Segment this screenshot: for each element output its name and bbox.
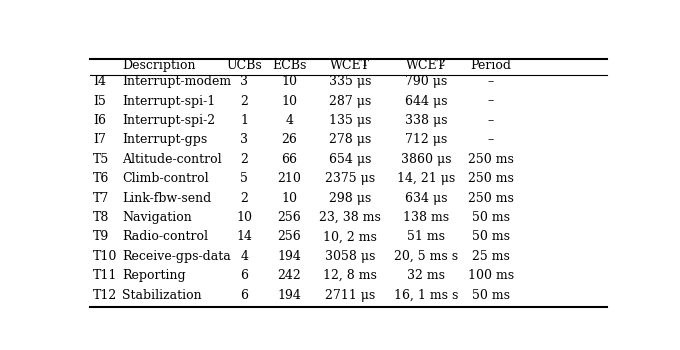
Text: I5: I5 — [93, 94, 106, 107]
Text: Navigation: Navigation — [122, 211, 192, 224]
Text: 287 μs: 287 μs — [328, 94, 371, 107]
Text: 50 ms: 50 ms — [472, 289, 510, 302]
Text: T9: T9 — [93, 230, 109, 243]
Text: 2: 2 — [439, 60, 445, 68]
Text: T6: T6 — [93, 172, 109, 185]
Text: T10: T10 — [93, 250, 117, 263]
Text: 2: 2 — [241, 153, 248, 166]
Text: 50 ms: 50 ms — [472, 230, 510, 243]
Text: 10: 10 — [237, 211, 252, 224]
Text: 51 ms: 51 ms — [407, 230, 445, 243]
Text: 644 μs: 644 μs — [405, 94, 447, 107]
Text: 135 μs: 135 μs — [328, 114, 371, 127]
Text: 16, 1 ms s: 16, 1 ms s — [394, 289, 458, 302]
Text: 26: 26 — [282, 133, 297, 146]
Text: –: – — [488, 94, 494, 107]
Text: 2375 μs: 2375 μs — [325, 172, 375, 185]
Text: 256: 256 — [277, 230, 301, 243]
Text: 1: 1 — [241, 114, 248, 127]
Text: 10: 10 — [282, 94, 297, 107]
Text: Altitude-control: Altitude-control — [122, 153, 222, 166]
Text: Interrupt-modem: Interrupt-modem — [122, 75, 231, 88]
Text: 2: 2 — [241, 191, 248, 205]
Text: 23, 38 ms: 23, 38 ms — [319, 211, 381, 224]
Text: 278 μs: 278 μs — [328, 133, 371, 146]
Text: 66: 66 — [282, 153, 297, 166]
Text: 242: 242 — [277, 269, 301, 282]
Text: 790 μs: 790 μs — [405, 75, 447, 88]
Text: I4: I4 — [93, 75, 106, 88]
Text: 298 μs: 298 μs — [328, 191, 371, 205]
Text: –: – — [488, 114, 494, 127]
Text: –: – — [488, 75, 494, 88]
Text: Description: Description — [122, 59, 195, 72]
Text: ECBs: ECBs — [272, 59, 307, 72]
Text: I7: I7 — [93, 133, 106, 146]
Text: 194: 194 — [277, 289, 301, 302]
Text: Radio-control: Radio-control — [122, 230, 208, 243]
Text: WCET: WCET — [330, 59, 370, 72]
Text: Link-fbw-send: Link-fbw-send — [122, 191, 211, 205]
Text: 32 ms: 32 ms — [407, 269, 445, 282]
Text: 250 ms: 250 ms — [468, 172, 513, 185]
Text: 138 ms: 138 ms — [403, 211, 449, 224]
Text: 654 μs: 654 μs — [328, 153, 371, 166]
Text: 10: 10 — [282, 191, 297, 205]
Text: 4: 4 — [241, 250, 248, 263]
Text: 250 ms: 250 ms — [468, 153, 513, 166]
Text: 250 ms: 250 ms — [468, 191, 513, 205]
Text: T8: T8 — [93, 211, 109, 224]
Text: Receive-gps-data: Receive-gps-data — [122, 250, 231, 263]
Text: 100 ms: 100 ms — [468, 269, 514, 282]
Text: Interrupt-spi-2: Interrupt-spi-2 — [122, 114, 215, 127]
Text: WCET: WCET — [406, 59, 446, 72]
Text: Interrupt-gps: Interrupt-gps — [122, 133, 207, 146]
Text: 338 μs: 338 μs — [405, 114, 447, 127]
Text: 3: 3 — [241, 133, 248, 146]
Text: 12, 8 ms: 12, 8 ms — [323, 269, 377, 282]
Text: 14: 14 — [237, 230, 252, 243]
Text: 210: 210 — [277, 172, 301, 185]
Text: T12: T12 — [93, 289, 117, 302]
Text: 25 ms: 25 ms — [472, 250, 510, 263]
Text: Period: Period — [471, 59, 511, 72]
Text: 10, 2 ms: 10, 2 ms — [323, 230, 377, 243]
Text: 1: 1 — [362, 60, 368, 68]
Text: 6: 6 — [241, 289, 248, 302]
Text: 10: 10 — [282, 75, 297, 88]
Text: Climb-control: Climb-control — [122, 172, 209, 185]
Text: 4: 4 — [285, 114, 293, 127]
Text: 634 μs: 634 μs — [405, 191, 447, 205]
Text: I6: I6 — [93, 114, 106, 127]
Text: Interrupt-spi-1: Interrupt-spi-1 — [122, 94, 215, 107]
Text: T7: T7 — [93, 191, 109, 205]
Text: UCBs: UCBs — [226, 59, 262, 72]
Text: 3: 3 — [241, 75, 248, 88]
Text: 3058 μs: 3058 μs — [324, 250, 375, 263]
Text: 2711 μs: 2711 μs — [324, 289, 375, 302]
Text: 712 μs: 712 μs — [405, 133, 447, 146]
Text: T11: T11 — [93, 269, 117, 282]
Text: 194: 194 — [277, 250, 301, 263]
Text: Reporting: Reporting — [122, 269, 186, 282]
Text: 6: 6 — [241, 269, 248, 282]
Text: 2: 2 — [241, 94, 248, 107]
Text: 3860 μs: 3860 μs — [401, 153, 452, 166]
Text: 256: 256 — [277, 211, 301, 224]
Text: Stabilization: Stabilization — [122, 289, 201, 302]
Text: 20, 5 ms s: 20, 5 ms s — [394, 250, 458, 263]
Text: 335 μs: 335 μs — [328, 75, 371, 88]
Text: 14, 21 μs: 14, 21 μs — [397, 172, 456, 185]
Text: 5: 5 — [241, 172, 248, 185]
Text: T5: T5 — [93, 153, 109, 166]
Text: –: – — [488, 133, 494, 146]
Text: 50 ms: 50 ms — [472, 211, 510, 224]
